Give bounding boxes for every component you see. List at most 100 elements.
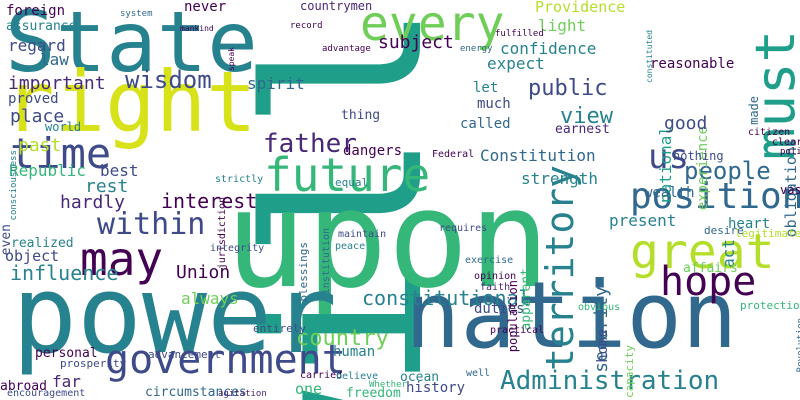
- word-nothing: nothing: [673, 149, 724, 163]
- word-consciousness: consciousness: [9, 150, 19, 221]
- word-peace: peace: [335, 241, 366, 252]
- word-capacity: capacity: [623, 345, 636, 398]
- word-constituted: constituted: [645, 30, 654, 83]
- word-good: good: [664, 113, 708, 134]
- word-thing: thing: [341, 108, 381, 123]
- word-spirit: spirit: [247, 74, 305, 93]
- word-confidence: confidence: [500, 39, 597, 58]
- word-affairs: affairs: [683, 261, 738, 276]
- word-legitimate: legitimate: [735, 227, 800, 240]
- word-constitution: Constitution: [480, 146, 596, 165]
- word-one: one: [295, 380, 323, 398]
- word-view: view: [560, 104, 613, 129]
- word-reasonable: reasonable: [650, 56, 735, 72]
- word-union: Union: [176, 262, 231, 283]
- word-believe: believe: [336, 371, 379, 382]
- word-ocean: ocean: [400, 370, 440, 385]
- word-policy: policy: [780, 147, 800, 157]
- word-much: much: [477, 96, 511, 112]
- word-power: power: [12, 253, 338, 378]
- word-agitation: agitation: [218, 389, 267, 399]
- word-encouragement: encouragement: [7, 388, 86, 399]
- word-experience: experience: [695, 126, 711, 211]
- word-expect: expect: [487, 54, 545, 73]
- word-protection: protection: [740, 299, 800, 312]
- word-place: place: [10, 106, 65, 127]
- word-far: far: [52, 372, 81, 391]
- word-energy: energy: [460, 44, 493, 54]
- word-nation: nation: [405, 262, 738, 369]
- word-speak: speak: [227, 47, 236, 72]
- word-law: law: [40, 50, 69, 69]
- word-strength: strength: [521, 169, 599, 188]
- word-mankind: mankind: [180, 24, 214, 33]
- word-system: system: [120, 9, 153, 19]
- word-proved: proved: [8, 91, 59, 107]
- word-clear: clear: [772, 137, 800, 148]
- word-practical: practical: [490, 325, 545, 336]
- word-providence: Providence: [535, 0, 626, 16]
- word-vast: vast: [780, 183, 800, 197]
- word-regard: regard: [8, 36, 66, 55]
- word-hardly: hardly: [60, 192, 126, 213]
- word-desire: desire: [704, 224, 744, 237]
- word-influence: influence: [10, 261, 119, 285]
- word-integrity: integrity: [210, 243, 265, 254]
- word-earnest: earnest: [555, 122, 610, 137]
- word-time: time: [10, 129, 112, 178]
- word-home: home: [595, 329, 611, 363]
- word-may: may: [80, 232, 164, 286]
- word-never: never: [184, 0, 227, 15]
- word-apparent: apparent: [519, 268, 534, 331]
- word-foreign: foreign: [6, 3, 66, 19]
- word-past: past: [18, 135, 62, 156]
- word-history: history: [406, 380, 466, 396]
- word-right: right: [4, 53, 257, 151]
- word-world: world: [45, 120, 82, 134]
- word-constitutional: constitutional: [362, 286, 531, 310]
- word-jurisdiction: jurisdiction: [217, 197, 228, 270]
- word-father: father: [263, 129, 357, 159]
- word-well: well: [466, 368, 491, 379]
- word-human: human: [333, 344, 376, 360]
- word-people: people: [684, 157, 771, 185]
- word-upon: upon: [225, 161, 551, 318]
- word-us: us: [648, 137, 689, 177]
- word-abroad: abroad: [0, 379, 47, 394]
- word-country: country: [296, 326, 389, 351]
- word-administration: Administration: [500, 366, 720, 396]
- word-opinion: opinion: [474, 271, 517, 282]
- word-carried: carried: [300, 370, 343, 381]
- word-state: State: [5, 0, 258, 91]
- word-always: always: [181, 289, 239, 308]
- word-prosperity: prosperity: [60, 357, 127, 370]
- word-dangers: dangers: [343, 143, 403, 159]
- word-made: made: [747, 96, 761, 125]
- word-called: called: [460, 116, 511, 132]
- word-position: position: [630, 176, 800, 217]
- word-great: great: [630, 224, 775, 280]
- word-public: public: [528, 76, 608, 101]
- word-blessings: blessings: [297, 242, 310, 302]
- word-circumstances: circumstances: [145, 385, 247, 400]
- word-interest: interest: [161, 189, 258, 213]
- word-object: object: [5, 247, 60, 265]
- word-requires: requires: [439, 223, 488, 234]
- word-record: record: [290, 21, 323, 31]
- word-faith: faith: [480, 282, 511, 293]
- word-government: government: [105, 337, 346, 383]
- word-obvious: obvious: [578, 302, 621, 313]
- word-every: every: [360, 0, 505, 52]
- word-territory: territory: [538, 165, 582, 371]
- word-let: let: [473, 80, 499, 96]
- word-hope: hope: [660, 259, 757, 305]
- word-wisdom: wisdom: [125, 66, 212, 94]
- word-whether: Whether: [369, 380, 407, 390]
- word-assurance: assurance: [6, 19, 77, 34]
- word-important: important: [8, 73, 106, 94]
- word-countrymen: countrymen: [300, 0, 373, 13]
- word-realized: realized: [11, 236, 74, 251]
- word-federal: Federal: [432, 149, 475, 160]
- word-strictly: strictly: [215, 174, 264, 185]
